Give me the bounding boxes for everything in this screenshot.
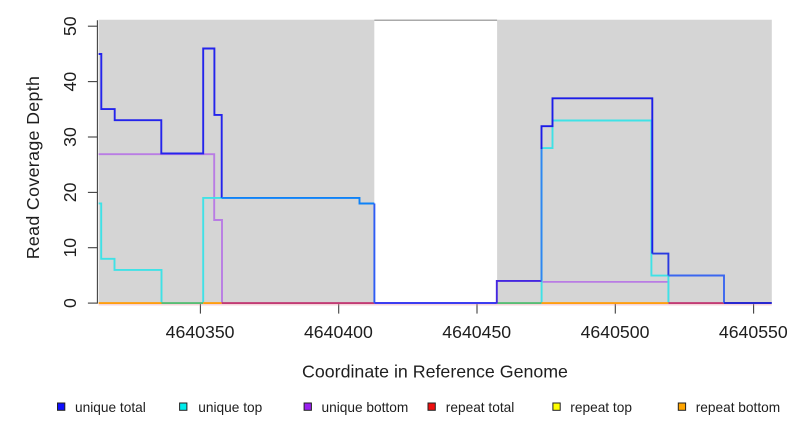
svg-text:30: 30 <box>60 127 80 147</box>
svg-text:4640450: 4640450 <box>442 322 511 342</box>
svg-text:4640350: 4640350 <box>166 322 235 342</box>
svg-text:50: 50 <box>60 16 80 36</box>
svg-text:Coordinate in Reference Genome: Coordinate in Reference Genome <box>302 362 568 382</box>
svg-text:unique bottom: unique bottom <box>322 400 409 415</box>
svg-text:Read Coverage Depth: Read Coverage Depth <box>23 76 43 260</box>
svg-text:4640500: 4640500 <box>581 322 650 342</box>
svg-text:40: 40 <box>60 72 80 92</box>
svg-text:repeat total: repeat total <box>446 400 514 415</box>
svg-text:4640550: 4640550 <box>719 322 788 342</box>
svg-text:repeat top: repeat top <box>570 400 632 415</box>
svg-text:0: 0 <box>60 298 80 308</box>
svg-text:10: 10 <box>60 238 80 258</box>
svg-text:unique top: unique top <box>198 400 262 415</box>
svg-text:20: 20 <box>60 182 80 202</box>
svg-text:unique total: unique total <box>75 400 146 415</box>
svg-text:4640400: 4640400 <box>304 322 373 342</box>
svg-text:repeat bottom: repeat bottom <box>696 400 780 415</box>
